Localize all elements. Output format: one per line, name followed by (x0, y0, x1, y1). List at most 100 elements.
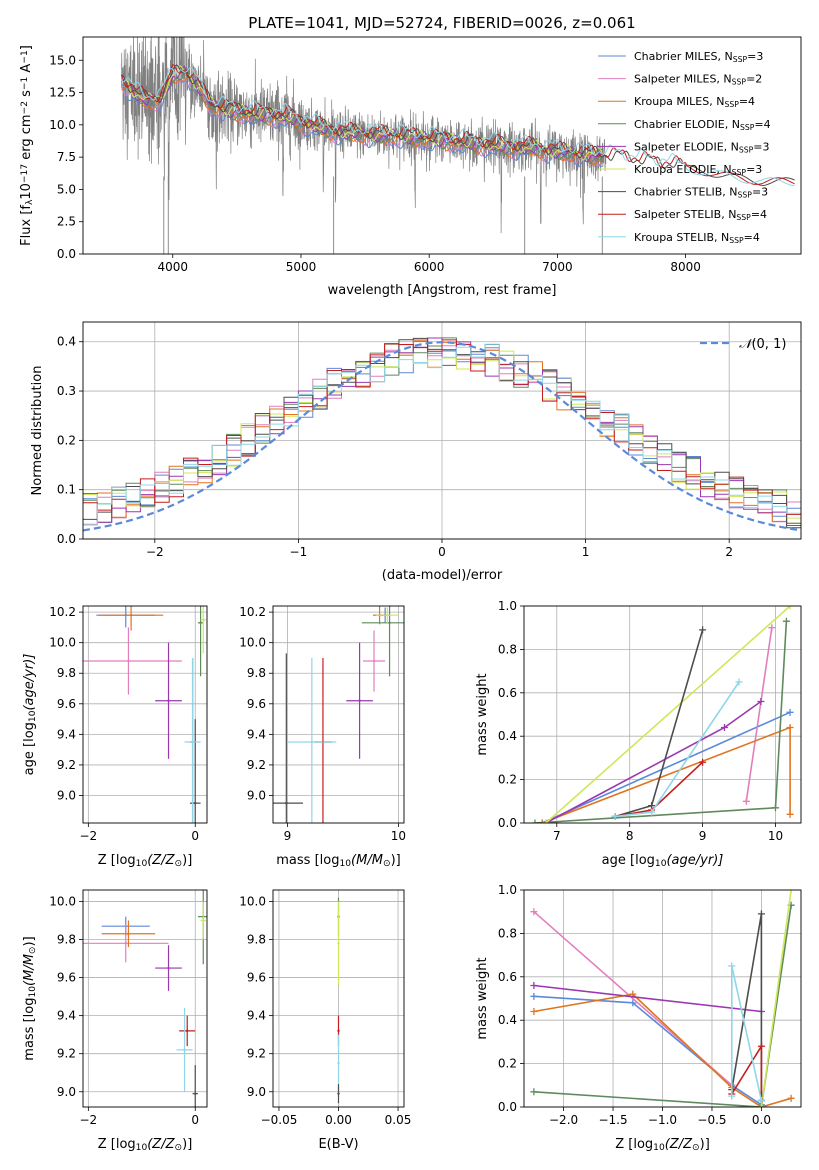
x-axis-label-part: (Z/Z (147, 1137, 175, 1152)
y-tick-label: 0.4 (498, 1013, 517, 1027)
y-tick-label: 0.8 (498, 926, 517, 940)
x-tick-label: 1 (582, 545, 590, 559)
plus-marker (629, 999, 637, 1007)
x-tick-label: 10 (768, 829, 783, 843)
plus-marker (735, 678, 743, 686)
x-axis-label: Z [log10(Z/Z⊙)] (98, 1137, 193, 1153)
legend-entry: Kroupa MILES, NSSP=4 (634, 95, 755, 109)
x-tick-label: −2 (79, 1113, 97, 1127)
x-tick-label: −1 (290, 545, 308, 559)
x-axis-label: (data-model)/error (382, 568, 503, 583)
y-axis-label-part: 10 (28, 710, 38, 722)
axes-age_vs_Z: −2 09.09.29.49.69.810.010.2Z [log10(Z/Z⊙)… (22, 605, 208, 869)
y-tick-label: 10.0 (49, 118, 76, 132)
x-axis-label: E(B-V) (318, 1137, 358, 1152)
legend-entry-part: =2 (746, 73, 762, 86)
plus-marker (699, 758, 707, 766)
legend-entry: 𝒩(0, 1) (739, 337, 786, 352)
x-axis-label-part: ⊙ (692, 1143, 700, 1153)
y-axis-label-part: s (19, 90, 34, 101)
legend-entry-part: Kroupa STELIB, N (634, 231, 729, 244)
x-axis-label-part: (Z/Z (147, 853, 175, 868)
x-tick-label: 0 (191, 1113, 199, 1127)
plus-marker (787, 890, 795, 894)
histogram-salpeter-stelib (83, 339, 801, 515)
y-axis-label-part: 10 (19, 183, 34, 200)
y-tick-label: 9.6 (247, 971, 266, 985)
y-tick-label: 10.0 (49, 894, 76, 908)
data-point (191, 740, 194, 744)
y-tick-label: 9.2 (247, 758, 266, 772)
model-spectrum-chabrier-stelib (121, 64, 795, 187)
x-tick-label: 0.05 (385, 1113, 412, 1127)
x-axis-label-part: 10 (339, 859, 351, 869)
data-point (183, 1048, 186, 1052)
data-point (358, 699, 361, 702)
y-axis-label-part: erg cm (19, 114, 34, 163)
y-tick-label: 9.6 (247, 697, 266, 711)
data-point (129, 613, 133, 617)
x-tick-label: −1.5 (598, 1113, 627, 1127)
y-axis-label: age [log10(age/yr)] (22, 654, 38, 776)
x-axis-label-part: (Z/Z (665, 1137, 693, 1152)
y-tick-label: 9.4 (247, 727, 266, 741)
axes-frame (82, 36, 802, 255)
y-tick-label: 7.5 (57, 150, 76, 164)
y-tick-label: 0.0 (57, 532, 76, 546)
y-tick-label: 9.0 (57, 788, 76, 802)
plus-marker (720, 724, 728, 732)
data-point (127, 932, 130, 935)
x-tick-label: −1.0 (648, 1113, 677, 1127)
x-axis-label-part: 10 (653, 1143, 665, 1153)
plus-marker (648, 808, 656, 816)
data-point (127, 659, 130, 663)
plus-marker (530, 981, 538, 989)
data-point (337, 1062, 340, 1065)
y-tick-label: 9.8 (247, 666, 266, 680)
y-tick-label: 0.0 (57, 247, 76, 261)
y-tick-label: 9.8 (247, 932, 266, 946)
x-tick-label: 0 (191, 829, 199, 843)
x-tick-label: −2.0 (549, 1113, 578, 1127)
y-tick-label: 10.0 (239, 894, 266, 908)
y-axis-label-part: −2 (20, 101, 30, 114)
data-point (337, 1029, 340, 1033)
y-tick-label: 0.4 (498, 729, 517, 743)
y-tick-label: 10.0 (239, 636, 266, 650)
y-tick-label: 9.2 (57, 758, 76, 772)
x-axis-label-part: (M/M (351, 853, 383, 868)
x-tick-label: 8000 (670, 260, 701, 274)
x-tick-label: 9 (699, 829, 707, 843)
y-axis-label-part: λ (25, 199, 35, 205)
y-tick-label: 0.2 (498, 1057, 517, 1071)
y-tick-label: 0.0 (498, 1100, 517, 1114)
observed-spectrum-line (121, 37, 607, 234)
y-axis-label-part: −1 (20, 77, 30, 90)
series-line-salpeter-stelib (731, 1043, 763, 1101)
x-tick-label: 0.00 (325, 1113, 352, 1127)
y-tick-label: 9.4 (57, 1009, 76, 1023)
y-axis-label-part: (age/yr)] (22, 654, 37, 711)
legend-entry-part: Salpeter MILES, N (634, 73, 732, 86)
x-tick-label: 9 (284, 829, 292, 843)
series-line-chabrier-miles (541, 711, 791, 823)
x-tick-label: 5000 (286, 260, 317, 274)
chart-title: PLATE=1041, MJD=52724, FIBERID=0026, z=0… (248, 14, 635, 32)
y-tick-label: 1.0 (498, 883, 517, 897)
y-axis-label: mass weight (475, 957, 490, 1039)
plus-marker (530, 1088, 538, 1096)
plus-marker (542, 819, 550, 823)
series-line-salpeter-elodie (545, 700, 762, 823)
plus-marker (787, 1094, 795, 1102)
y-axis-label-part: )] (22, 936, 37, 946)
x-tick-label: 0.0 (752, 1113, 771, 1127)
y-tick-label: 10.2 (239, 605, 266, 619)
data-point (310, 740, 314, 744)
x-tick-label: 7000 (542, 260, 573, 274)
plus-marker (757, 910, 765, 918)
legend-entry-part: Chabrier MILES, N (634, 50, 733, 63)
plus-marker (757, 1042, 765, 1050)
legend-entry-part: Salpeter STELIB, N (634, 208, 736, 221)
